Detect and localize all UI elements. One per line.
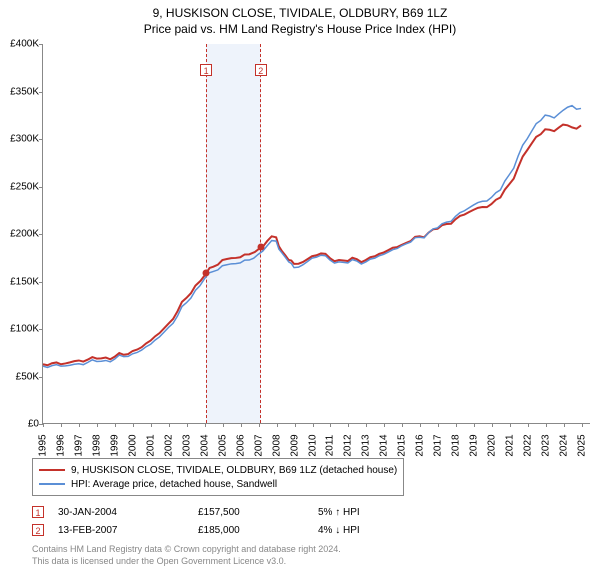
transaction-rows: 1 30-JAN-2004£157,5005% ↑ HPI 2 13-FEB-2007… — [32, 504, 582, 538]
x-axis-tick-label: 2008 — [271, 434, 282, 456]
x-axis-tick-label: 2007 — [253, 434, 264, 456]
x-axis-tick-label: 1999 — [109, 434, 120, 456]
x-axis-tick-label: 2013 — [361, 434, 372, 456]
x-axis-tick-label: 2005 — [217, 434, 228, 456]
legend-row: HPI: Average price, detached house, Sand… — [39, 477, 397, 491]
chart-plot-area: £0£50K£100K£150K£200K£250K£300K£350K£400… — [42, 44, 590, 424]
attribution-line-1: Contains HM Land Registry data © Crown c… — [32, 544, 582, 556]
transaction-row: 2 13-FEB-2007£185,0004% ↓ HPI — [32, 522, 582, 538]
y-axis-tick-label: £150K — [1, 276, 39, 287]
chart-footer: 9, HUSKISON CLOSE, TIVIDALE, OLDBURY, B6… — [32, 458, 582, 567]
chart-title-block: 9, HUSKISON CLOSE, TIVIDALE, OLDBURY, B6… — [0, 0, 600, 37]
y-axis-tick-label: £100K — [1, 324, 39, 335]
x-axis-tick-label: 2025 — [577, 434, 588, 456]
transaction-pct: 4% ↓ HPI — [318, 525, 360, 536]
annotation-marker: 1 — [200, 64, 212, 76]
x-axis-tick-label: 2019 — [469, 434, 480, 456]
x-axis-tick-label: 2024 — [559, 434, 570, 456]
legend-label: HPI: Average price, detached house, Sand… — [71, 479, 277, 490]
transaction-price: £157,500 — [198, 507, 318, 518]
chart-lines-svg — [43, 44, 590, 423]
y-axis-tick-label: £50K — [1, 371, 39, 382]
title-line-1: 9, HUSKISON CLOSE, TIVIDALE, OLDBURY, B6… — [0, 6, 600, 22]
x-axis-tick-label: 2006 — [235, 434, 246, 456]
legend-swatch — [39, 469, 65, 471]
x-axis-tick-label: 1997 — [73, 434, 84, 456]
x-axis-tick-label: 2017 — [433, 434, 444, 456]
x-axis-tick-label: 2003 — [181, 434, 192, 456]
transaction-date: 13-FEB-2007 — [58, 525, 198, 536]
y-axis-tick-label: £350K — [1, 86, 39, 97]
transaction-pct: 5% ↑ HPI — [318, 507, 360, 518]
x-axis-tick-label: 2023 — [541, 434, 552, 456]
x-axis-tick-label: 2010 — [307, 434, 318, 456]
price-paid-dot — [203, 270, 210, 277]
y-axis-tick-label: £300K — [1, 134, 39, 145]
series-line-price_paid — [43, 125, 581, 366]
x-axis-tick-label: 2012 — [343, 434, 354, 456]
x-axis-tick-label: 2004 — [199, 434, 210, 456]
transaction-marker: 1 — [32, 506, 44, 518]
attribution-text: Contains HM Land Registry data © Crown c… — [32, 544, 582, 567]
x-axis-tick-label: 2018 — [451, 434, 462, 456]
transaction-price: £185,000 — [198, 525, 318, 536]
y-axis-tick-label: £200K — [1, 229, 39, 240]
x-axis-tick-label: 2022 — [523, 434, 534, 456]
x-axis-tick-label: 1998 — [91, 434, 102, 456]
legend-label: 9, HUSKISON CLOSE, TIVIDALE, OLDBURY, B6… — [71, 465, 397, 476]
title-line-2: Price paid vs. HM Land Registry's House … — [0, 22, 600, 38]
annotation-marker: 2 — [255, 64, 267, 76]
x-axis-tick-label: 2009 — [289, 434, 300, 456]
x-axis-tick-label: 2000 — [127, 434, 138, 456]
x-axis-tick-label: 2001 — [145, 434, 156, 456]
x-axis-tick-label: 2020 — [487, 434, 498, 456]
transaction-date: 30-JAN-2004 — [58, 507, 198, 518]
y-axis-tick-label: £250K — [1, 181, 39, 192]
legend-box: 9, HUSKISON CLOSE, TIVIDALE, OLDBURY, B6… — [32, 458, 404, 496]
x-axis-tick-label: 2016 — [415, 434, 426, 456]
y-axis-tick-label: £0 — [1, 419, 39, 430]
x-axis-tick-label: 2002 — [163, 434, 174, 456]
y-axis-tick-label: £400K — [1, 39, 39, 50]
transaction-row: 1 30-JAN-2004£157,5005% ↑ HPI — [32, 504, 582, 520]
x-axis-tick-label: 1996 — [55, 434, 66, 456]
series-line-hpi — [43, 106, 581, 368]
attribution-line-2: This data is licensed under the Open Gov… — [32, 556, 582, 567]
transaction-marker: 2 — [32, 524, 44, 536]
legend-row: 9, HUSKISON CLOSE, TIVIDALE, OLDBURY, B6… — [39, 463, 397, 477]
x-axis-tick-label: 1995 — [38, 434, 49, 456]
x-axis-tick-label: 2014 — [379, 434, 390, 456]
x-axis-tick-label: 2015 — [397, 434, 408, 456]
x-axis-tick-label: 2021 — [505, 434, 516, 456]
price-paid-dot — [257, 244, 264, 251]
legend-swatch — [39, 483, 65, 485]
x-axis-tick-label: 2011 — [325, 435, 336, 457]
